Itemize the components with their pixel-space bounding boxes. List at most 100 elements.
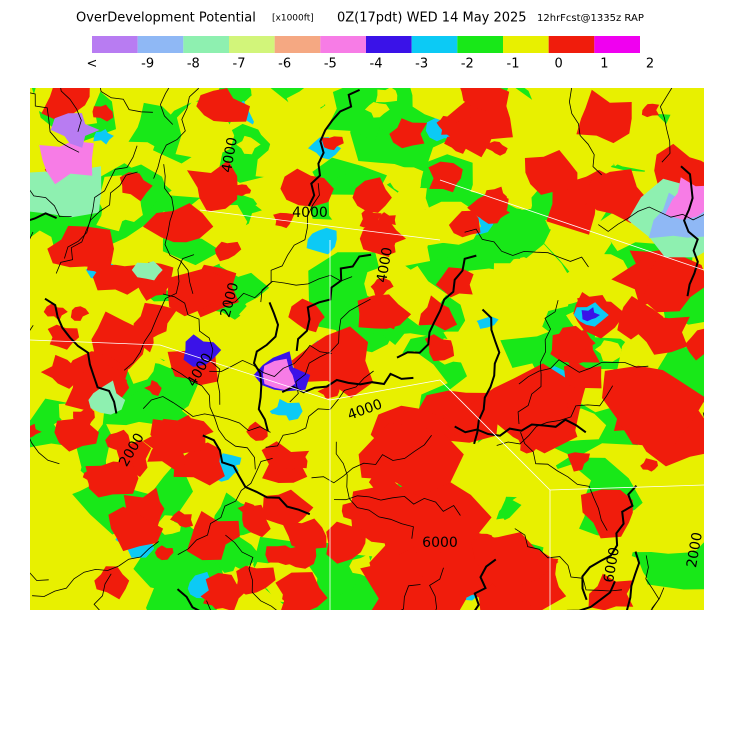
- contour: [473, 558, 497, 610]
- field-region: [30, 488, 73, 535]
- field-region: [30, 423, 42, 438]
- field-region: [467, 363, 578, 454]
- contour: [396, 254, 477, 359]
- contour: [568, 88, 602, 176]
- legend-label: -6: [278, 57, 291, 72]
- field-region: [389, 118, 427, 149]
- field-region: [641, 103, 660, 118]
- field-region: [486, 141, 508, 156]
- field-region: [236, 135, 261, 155]
- field-region: [359, 208, 382, 230]
- field-region: [391, 354, 422, 377]
- boundary: [329, 379, 441, 401]
- field-region: [326, 521, 367, 564]
- field-region: [187, 160, 238, 212]
- contour: [44, 297, 118, 414]
- legend-swatch: [366, 36, 412, 53]
- field-region: [54, 415, 99, 452]
- field-region: [186, 511, 240, 561]
- field-region: [572, 190, 591, 206]
- field-region: [30, 166, 102, 218]
- legend-label: -9: [141, 57, 154, 72]
- legend-label: -3: [415, 57, 428, 72]
- contour: [99, 88, 153, 113]
- field-region: [645, 496, 704, 551]
- field-region: [489, 154, 524, 186]
- contour: [123, 254, 195, 371]
- legend-swatch: [92, 36, 138, 53]
- legend-swatch: [411, 36, 458, 53]
- field-region: [47, 324, 80, 350]
- field-region: [183, 334, 222, 367]
- field-region: [156, 515, 181, 535]
- boundary: [30, 339, 161, 346]
- legend-label: -4: [370, 57, 383, 72]
- contour: [265, 370, 374, 448]
- field-region: [375, 88, 398, 103]
- field-region: [50, 113, 100, 148]
- field-region: [281, 518, 327, 550]
- legend-label: 1: [600, 57, 608, 72]
- legend-swatch: [137, 36, 184, 53]
- legend-swatch: [457, 36, 503, 53]
- field-region: [424, 334, 455, 362]
- contour: [429, 567, 444, 610]
- contour: [645, 555, 660, 610]
- contour: [209, 344, 332, 377]
- legend-swatch: [229, 36, 275, 53]
- field-region: [39, 141, 94, 185]
- field-region: [40, 354, 84, 389]
- field-region: [85, 461, 139, 498]
- field-region: [358, 422, 464, 497]
- field-region: [280, 168, 334, 207]
- field-region: [513, 600, 532, 610]
- field-region: [359, 220, 406, 258]
- contour: [514, 528, 622, 592]
- field-region: [512, 464, 591, 541]
- field-region: [173, 442, 225, 486]
- legend-swatch: [548, 36, 595, 53]
- field-region: [30, 230, 55, 265]
- units: [x1000ft]: [272, 14, 314, 24]
- contour: [93, 573, 112, 610]
- field-region: [410, 88, 467, 121]
- field-region: [30, 531, 50, 564]
- field-region: [92, 104, 114, 122]
- field-region: [317, 383, 340, 400]
- field-region: [352, 177, 392, 213]
- field-region: [288, 298, 325, 333]
- field-region: [123, 487, 165, 531]
- field-region: [144, 380, 162, 396]
- field-region: [108, 506, 164, 552]
- legend-label: <: [87, 57, 98, 72]
- contour: [159, 88, 174, 125]
- field-region: [484, 186, 507, 208]
- contour: [32, 541, 159, 597]
- field-region: [131, 261, 163, 281]
- legend-swatch: [594, 36, 640, 53]
- field-region: [602, 365, 704, 448]
- contour-label: 4000: [292, 205, 328, 221]
- field-region: [91, 311, 147, 370]
- field-region: [255, 130, 316, 180]
- field-region: [154, 545, 174, 561]
- field-region: [105, 429, 132, 450]
- contour: [55, 171, 138, 274]
- contour: [464, 228, 589, 268]
- field-region: [583, 169, 646, 224]
- field-region: [30, 450, 67, 503]
- contour-label: 2000: [684, 531, 706, 569]
- boundary: [549, 484, 704, 491]
- contour: [225, 534, 277, 610]
- contour: [335, 441, 414, 539]
- field-region: [119, 172, 153, 202]
- field-region: [416, 534, 482, 605]
- field-region: [567, 452, 590, 472]
- contour: [153, 88, 199, 179]
- contour: [30, 92, 80, 153]
- field-region: [516, 130, 567, 169]
- field-region: [346, 395, 387, 433]
- contour: [64, 145, 138, 259]
- boundary: [199, 209, 441, 241]
